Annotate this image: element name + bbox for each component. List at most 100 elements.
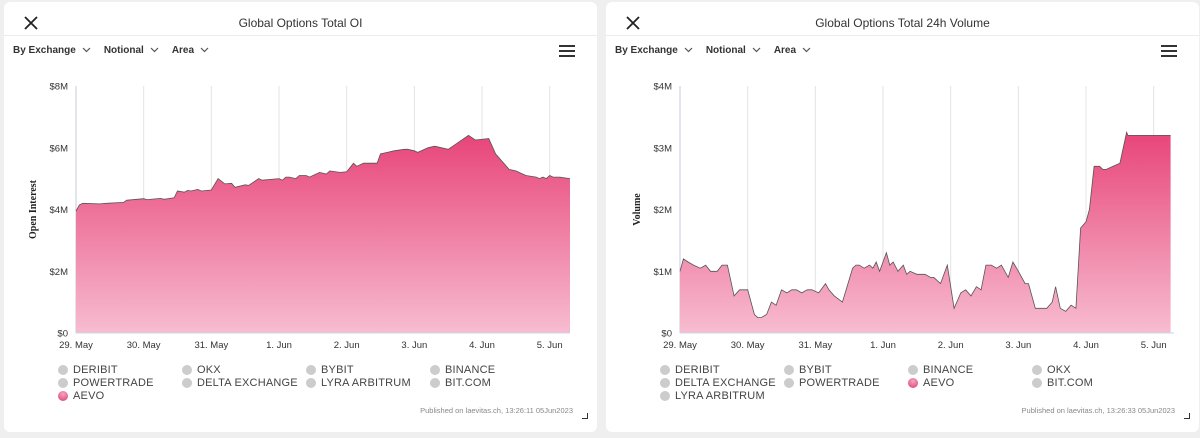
chart-toolbar: By Exchange Notional Area — [615, 42, 824, 58]
legend-label: DERIBIT — [675, 364, 720, 376]
unit-dropdown[interactable]: Notional — [706, 45, 761, 56]
x-tick-label: 29. May — [59, 340, 93, 351]
chart-type-dropdown[interactable]: Area — [774, 45, 811, 56]
legend-item-bybit[interactable]: BYBIT — [784, 364, 832, 376]
group-by-dropdown[interactable]: By Exchange — [13, 45, 91, 56]
y-tick-label: $2M — [654, 205, 673, 216]
legend-item-binance[interactable]: BINANCE — [908, 364, 973, 376]
legend-item-aevo[interactable]: AEVO — [908, 377, 954, 389]
oi-chart-panel: Global Options Total OI By Exchange Noti… — [4, 2, 597, 432]
chart-type-dropdown[interactable]: Area — [172, 45, 209, 56]
x-tick-label: 31. May — [798, 340, 832, 351]
legend-item-binance[interactable]: BINANCE — [430, 364, 495, 376]
chart-title: Global Options Total OI — [238, 16, 363, 30]
legend-label: DELTA EXCHANGE — [197, 377, 298, 389]
series-line-aevo — [679, 131, 1171, 318]
chevron-down-icon — [200, 47, 209, 53]
legend-marker-icon — [182, 378, 192, 388]
legend-marker-icon — [58, 365, 68, 375]
series-line-aevo — [75, 134, 571, 212]
volume-chart-panel: Global Options Total 24h Volume By Excha… — [606, 2, 1199, 432]
y-tick-label: $6M — [50, 143, 69, 154]
legend-item-powertrade[interactable]: POWERTRADE — [58, 377, 154, 389]
hamburger-menu-icon[interactable] — [559, 45, 575, 57]
legend-marker-icon — [660, 391, 670, 401]
legend-label: POWERTRADE — [73, 377, 154, 389]
legend-marker-icon — [784, 365, 794, 375]
legend-label: LYRA ARBITRUM — [675, 390, 765, 402]
legend-marker-icon — [306, 365, 316, 375]
hamburger-menu-icon[interactable] — [1161, 45, 1177, 57]
legend-item-okx[interactable]: OKX — [1032, 364, 1071, 376]
legend-label: BINANCE — [445, 364, 496, 376]
y-tick-label: $1M — [654, 267, 673, 278]
legend-label: LYRA ARBITRUM — [321, 377, 411, 389]
x-tick-label: 3. Jun — [401, 340, 427, 351]
chevron-down-icon — [82, 47, 91, 53]
chart-toolbar: By Exchange Notional Area — [13, 42, 222, 58]
legend-item-powertrade[interactable]: POWERTRADE — [784, 377, 880, 389]
legend-label: OKX — [197, 364, 221, 376]
y-tick-label: $0 — [661, 329, 672, 340]
legend-label: BIT.COM — [445, 377, 492, 389]
legend-marker-icon — [908, 378, 918, 388]
close-icon[interactable] — [20, 12, 42, 34]
x-tick-label: 5. Jun — [537, 340, 563, 351]
x-tick-label: 29. May — [663, 340, 697, 351]
legend-item-lyra-arbitrum[interactable]: LYRA ARBITRUM — [660, 390, 765, 402]
legend-item-delta-exchange[interactable]: DELTA EXCHANGE — [182, 377, 298, 389]
x-tick-label: 2. Jun — [938, 340, 964, 351]
y-tick-label: $4M — [50, 205, 69, 216]
y-tick-label: $8M — [50, 82, 69, 93]
legend-label: BINANCE — [923, 364, 974, 376]
resize-handle[interactable] — [1184, 413, 1190, 419]
chart-type-label: Area — [171, 44, 195, 56]
legend-marker-icon — [660, 378, 670, 388]
legend-label: AEVO — [923, 377, 955, 389]
oi-area-chart: 29. May 30. May 31. May 1. Jun 2. Jun 3. Jun 4… — [28, 82, 571, 351]
x-tick-label: 4. Jun — [1073, 340, 1099, 351]
legend-item-deribit[interactable]: DERIBIT — [660, 364, 720, 376]
chart-title: Global Options Total 24h Volume — [815, 16, 990, 30]
legend-label: BYBIT — [321, 364, 354, 376]
legend-item-aevo[interactable]: AEVO — [58, 390, 104, 402]
legend-marker-icon — [1032, 365, 1042, 375]
legend-item-bit-com[interactable]: BIT.COM — [1032, 377, 1093, 389]
volume-area-chart: 29. May 30. May 31. May 1. Jun 2. Jun 3. Jun 4… — [632, 82, 1174, 351]
legend-item-delta-exchange[interactable]: DELTA EXCHANGE — [660, 377, 776, 389]
series-area-aevo[interactable] — [76, 135, 570, 333]
legend-item-lyra-arbitrum[interactable]: LYRA ARBITRUM — [306, 377, 411, 389]
x-tick-label: 31. May — [194, 340, 228, 351]
unit-dropdown[interactable]: Notional — [104, 45, 159, 56]
legend-item-deribit[interactable]: DERIBIT — [58, 364, 118, 376]
chevron-down-icon — [752, 47, 761, 53]
y-tick-label: $2M — [50, 267, 69, 278]
legend-item-bit-com[interactable]: BIT.COM — [430, 377, 491, 389]
close-icon[interactable] — [622, 12, 644, 34]
y-axis-label: Open Interest — [28, 179, 39, 239]
legend-marker-icon — [908, 365, 918, 375]
x-tick-label: 1. Jun — [266, 340, 292, 351]
x-tick-label: 3. Jun — [1005, 340, 1031, 351]
legend-label: POWERTRADE — [799, 377, 880, 389]
legend-marker-icon — [58, 378, 68, 388]
legend-item-bybit[interactable]: BYBIT — [306, 364, 354, 376]
group-by-label: By Exchange — [13, 44, 76, 56]
unit-label: Notional — [705, 44, 746, 56]
x-tick-label: 1. Jun — [870, 340, 896, 351]
legend-label: AEVO — [73, 390, 105, 402]
y-tick-label: $0 — [57, 329, 68, 340]
legend-label: DELTA EXCHANGE — [675, 377, 776, 389]
legend-label: OKX — [1047, 364, 1071, 376]
group-by-dropdown[interactable]: By Exchange — [615, 45, 693, 56]
chart-type-label: Area — [773, 44, 797, 56]
chevron-down-icon — [684, 47, 693, 53]
legend-marker-icon — [430, 378, 440, 388]
resize-handle[interactable] — [582, 413, 588, 419]
legend-marker-icon — [1032, 378, 1042, 388]
legend-marker-icon — [306, 378, 316, 388]
y-axis-label: Volume — [632, 193, 643, 226]
legend-item-okx[interactable]: OKX — [182, 364, 221, 376]
series-area-aevo[interactable] — [680, 132, 1171, 333]
legend-marker-icon — [430, 365, 440, 375]
